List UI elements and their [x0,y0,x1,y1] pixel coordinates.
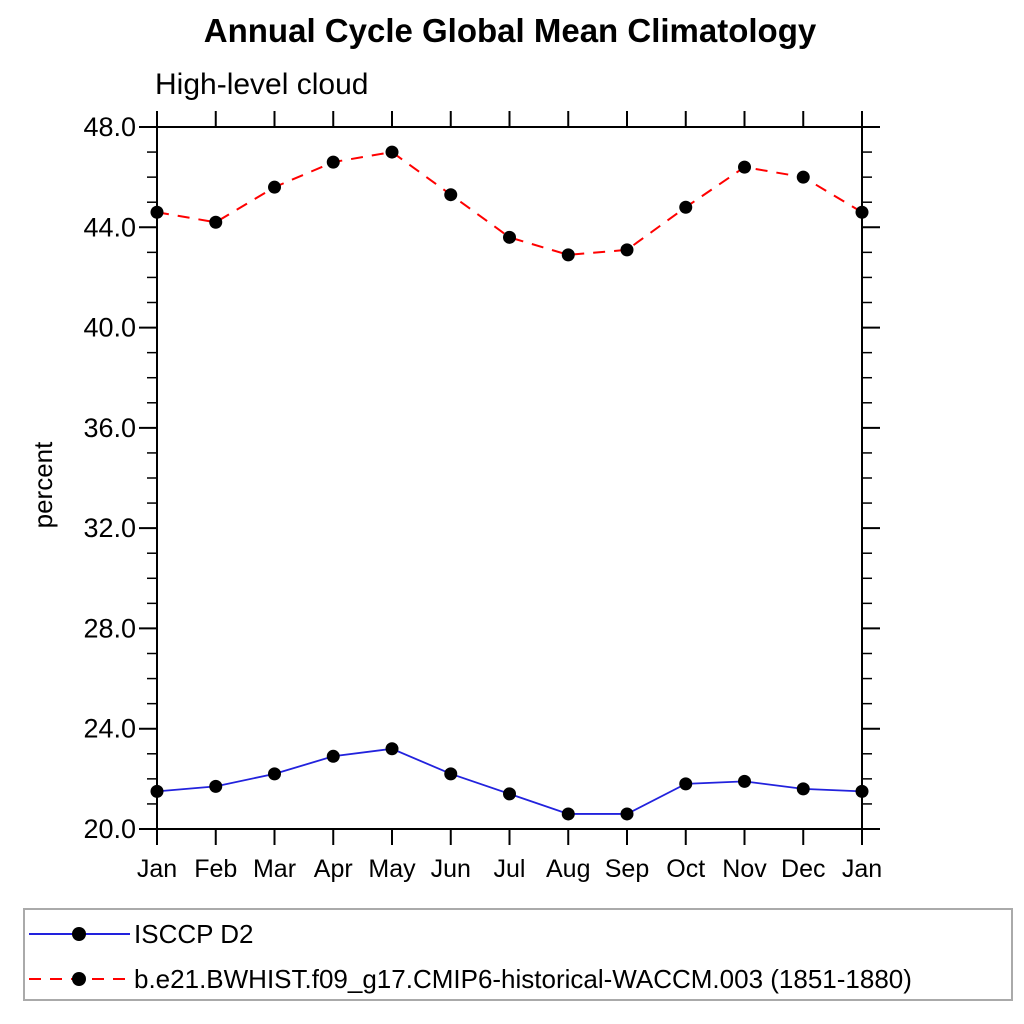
data-point-marker [150,784,164,798]
legend-box: ISCCP D2 b.e21.BWHIST.f09_g17.CMIP6-hist… [23,908,1013,1001]
legend-item-model-run: b.e21.BWHIST.f09_g17.CMIP6-historical-WA… [29,963,912,994]
data-point-marker [561,807,575,821]
data-point-marker [385,145,399,159]
data-point-marker [326,749,340,763]
legend-sample-dashed-line [29,972,130,986]
x-tick-label: Jan [137,855,177,883]
x-tick-label: Nov [722,855,767,883]
y-tick-label: 28.0 [83,613,136,643]
legend-label-isccp-d2: ISCCP D2 [134,918,254,949]
data-point-marker [796,782,810,796]
data-point-marker [150,205,164,219]
y-tick-label: 24.0 [83,714,136,744]
data-point-marker [796,170,810,184]
y-tick-label: 32.0 [83,513,136,543]
x-tick-label: Jul [494,855,526,883]
data-point-marker [679,777,693,791]
x-tick-label: May [368,855,416,883]
data-point-marker [209,215,223,229]
chart-subtitle: High-level cloud [155,68,369,101]
x-tick-label: Jun [431,855,471,883]
x-tick-label: Mar [253,855,296,883]
data-point-marker [268,767,281,781]
y-tick-label: 44.0 [83,212,136,242]
data-point-marker [855,205,869,219]
data-point-marker [620,243,634,257]
data-point-marker [385,742,399,756]
data-point-marker [268,180,281,194]
x-tick-label: Apr [314,855,353,883]
x-tick-label: Oct [666,855,705,883]
y-tick-label: 20.0 [83,814,136,844]
data-point-marker [444,188,458,202]
y-tick-label: 36.0 [83,413,136,443]
data-point-marker [444,767,458,781]
x-tick-label: Jan [842,855,882,883]
x-tick-label: Sep [605,855,649,883]
data-point-marker [326,155,340,169]
data-point-marker [855,784,869,798]
data-point-marker [209,779,223,793]
x-tick-label: Dec [781,855,825,883]
series-line-0 [156,747,863,815]
y-tick-label: 48.0 [83,112,136,142]
y-tick-label: 40.0 [83,313,136,343]
data-point-marker [503,787,516,801]
chart-title: Annual Cycle Global Mean Climatology [203,12,817,49]
data-point-marker [738,160,751,174]
legend-item-isccp-d2: ISCCP D2 [29,918,254,949]
data-point-marker [503,230,516,244]
data-point-marker [620,807,634,821]
legend-sample-solid-line [29,927,130,941]
x-tick-label: Feb [194,855,237,883]
data-point-marker [679,200,693,214]
x-tick-label: Aug [546,855,590,883]
data-point-marker [561,248,575,262]
data-point-marker [738,774,751,788]
legend-label-model-run: b.e21.BWHIST.f09_g17.CMIP6-historical-WA… [134,963,912,994]
